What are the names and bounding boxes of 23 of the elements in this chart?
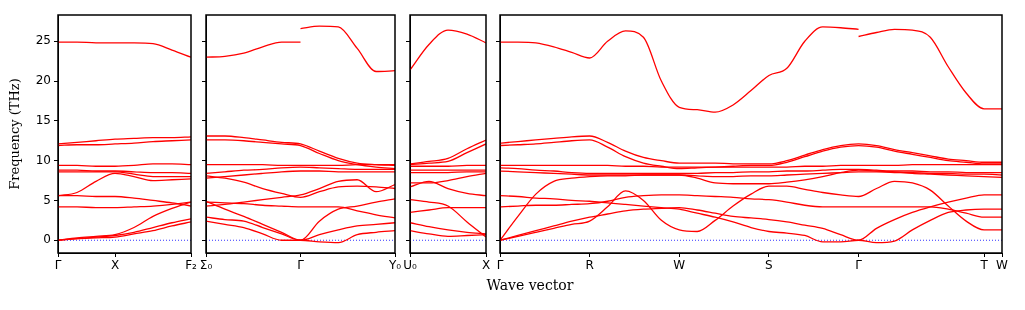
x-tick-label: X — [481, 258, 491, 273]
x-tick-label: Y₀ — [387, 258, 402, 273]
y-tick-label: 15 — [35, 112, 51, 127]
y-tick-label: 25 — [35, 33, 51, 48]
x-tick-label: Γ — [855, 258, 863, 273]
x-axis-title: Wave vector — [486, 277, 574, 293]
y-axis-title: Frequency (THz) — [7, 78, 23, 190]
y-tick-label: 20 — [35, 73, 51, 88]
x-tick-label: X — [110, 258, 120, 273]
x-tick-label: S — [765, 258, 773, 273]
x-tick-label: W — [996, 258, 1009, 273]
x-tick-label: Γ — [54, 258, 62, 273]
x-tick-label: W — [673, 258, 686, 273]
x-tick-label: R — [585, 258, 594, 273]
x-tick-label: T — [979, 258, 989, 273]
x-tick-label: Σ₀ — [199, 258, 213, 273]
x-tick-label: Γ — [297, 258, 305, 273]
y-tick-label: 10 — [35, 152, 51, 167]
x-tick-label: Γ — [496, 258, 504, 273]
y-tick-label: 5 — [43, 192, 51, 207]
x-tick-label: F₂ — [185, 258, 198, 273]
x-tick-label: U₀ — [403, 258, 417, 273]
y-tick-label: 0 — [43, 232, 51, 247]
